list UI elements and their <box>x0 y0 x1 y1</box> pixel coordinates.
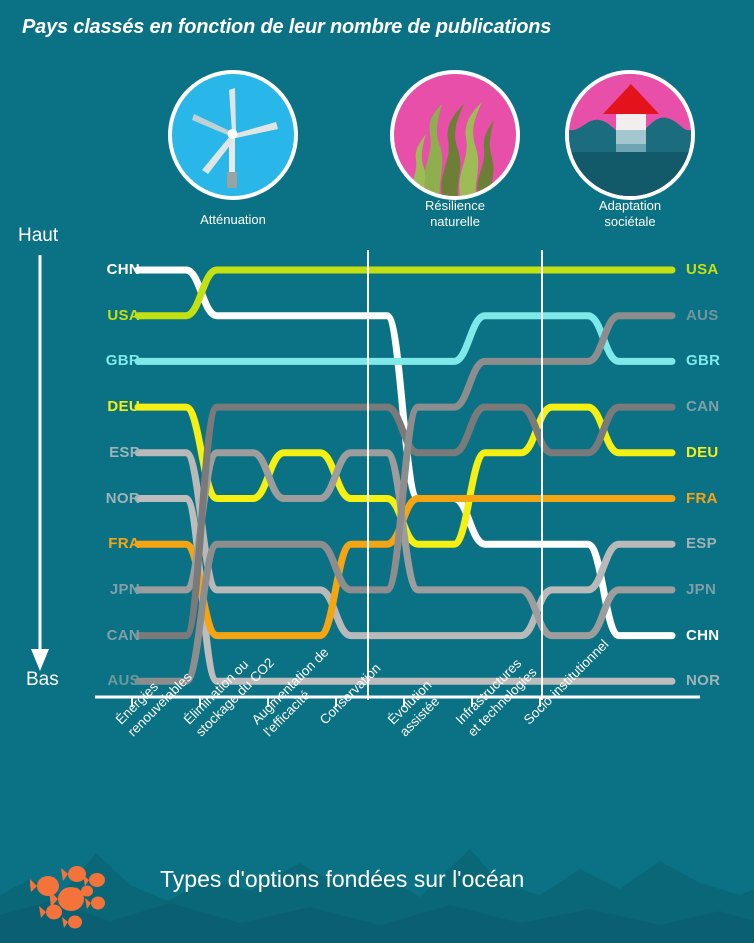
right-label-esp: ESP <box>686 535 717 553</box>
flooded-house-icon <box>565 70 695 200</box>
rank-line-nor <box>134 495 676 685</box>
group-label-resilience: Résilience naturelle <box>395 198 515 230</box>
group-label-resilience-line1: Résilience <box>425 198 485 213</box>
chart-caption: Types d'options fondées sur l'océan <box>160 866 525 892</box>
left-label-nor: NOR <box>105 489 140 507</box>
wind-turbine-icon <box>168 70 298 200</box>
rank-line-aus <box>134 312 676 685</box>
group-label-mitigation: Atténuation <box>200 212 266 227</box>
down-arrow-icon <box>31 255 49 671</box>
hills-background <box>0 849 754 943</box>
group-label-adaptation-line1: Adaptation <box>598 198 662 213</box>
rank-line-can <box>134 403 676 640</box>
fish-icon-group <box>30 866 105 929</box>
rank-line-jpn <box>134 449 676 640</box>
right-label-usa: USA <box>686 261 719 278</box>
left-label-deu: DEU <box>107 398 140 416</box>
rank-line-gbr <box>134 312 676 365</box>
right-label-can: CAN <box>686 398 720 416</box>
right-label-aus: AUS <box>686 306 719 324</box>
rank-direction-axis: Haut Bas <box>18 225 88 695</box>
page-title: Pays classés en fonction de leur nombre … <box>22 16 552 38</box>
left-label-aus: AUS <box>107 672 140 690</box>
left-label-chn: CHN <box>106 261 140 278</box>
right-label-fra: FRA <box>686 489 718 507</box>
left-label-fra: FRA <box>108 535 140 553</box>
right-label-chn: CHN <box>686 626 720 644</box>
left-label-usa: USA <box>107 306 140 324</box>
left-label-can: CAN <box>106 626 140 644</box>
right-label-jpn: JPN <box>686 580 717 598</box>
rank-line-usa <box>134 266 676 320</box>
left-label-esp: ESP <box>109 443 140 461</box>
axis-bottom-label: Bas <box>26 669 59 690</box>
left-label-jpn: JPN <box>109 580 140 598</box>
left-label-gbr: GBR <box>105 352 140 370</box>
rank-line-fra <box>134 495 676 640</box>
axis-top-label: Haut <box>18 225 59 246</box>
icon-row: Atténuation Résilience naturelle Adaptat… <box>0 70 754 240</box>
group-label-adaptation-line2: sociétale <box>604 214 656 229</box>
right-label-deu: DEU <box>686 443 719 461</box>
right-label-nor: NOR <box>686 672 721 690</box>
kelp-icon <box>390 70 520 200</box>
group-label-adaptation: Adaptation sociétale <box>570 198 690 230</box>
x-axis <box>95 695 700 707</box>
group-label-resilience-line2: naturelle <box>430 214 480 229</box>
right-label-gbr: GBR <box>686 352 721 370</box>
